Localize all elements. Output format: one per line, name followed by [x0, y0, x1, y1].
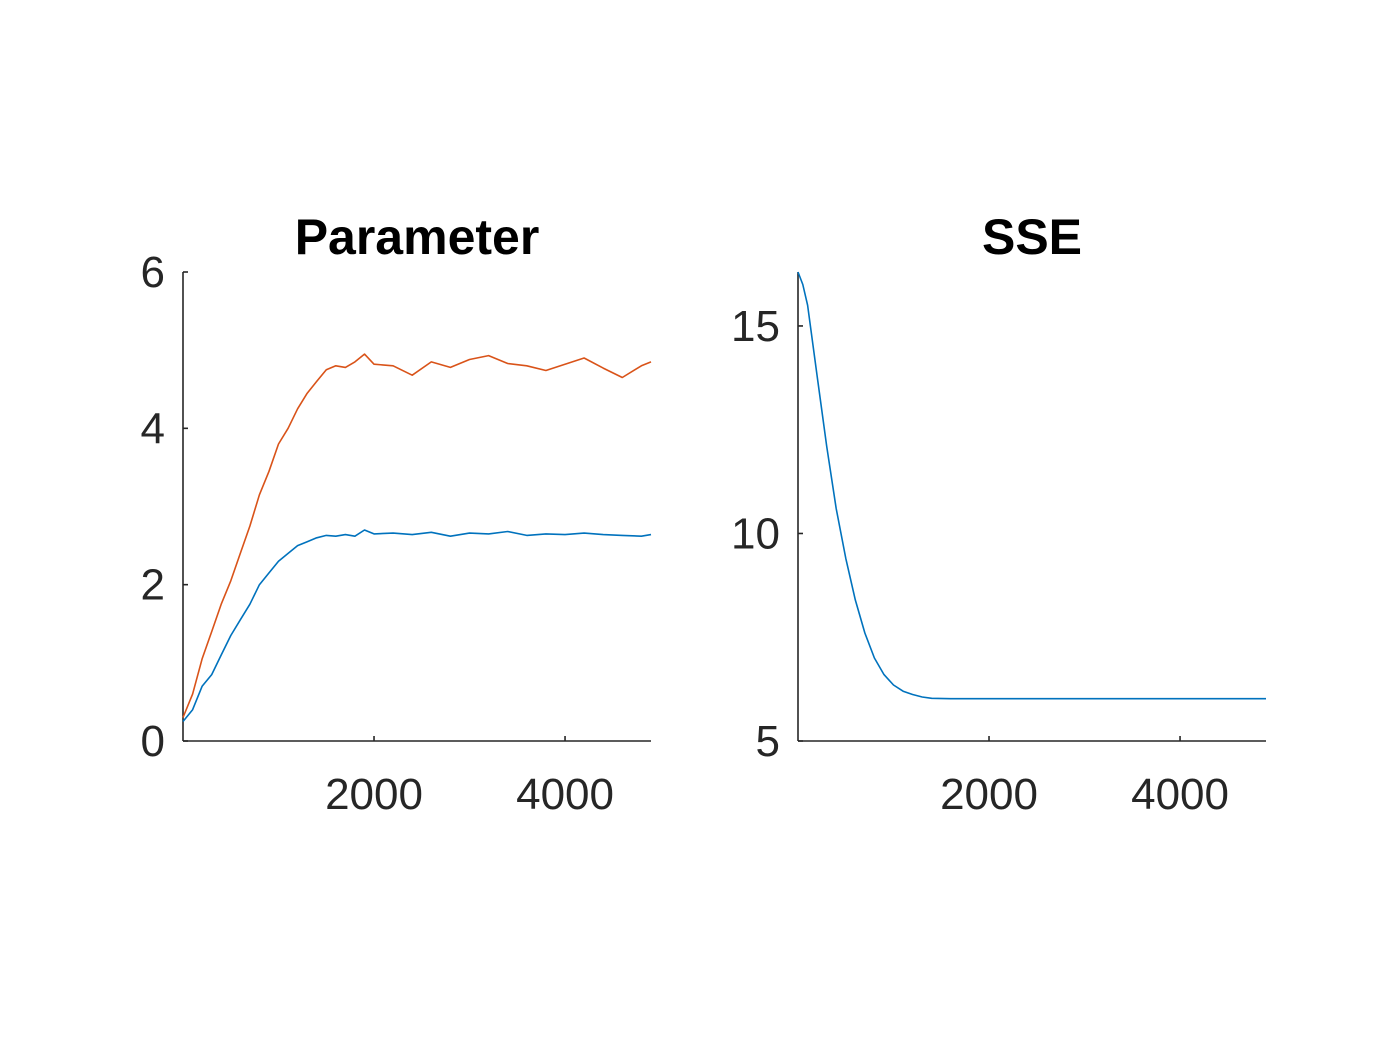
- y-tick-label: 2: [141, 561, 165, 610]
- y-tick-label: 4: [141, 404, 165, 453]
- x-tick-label: 2000: [940, 770, 1038, 819]
- chart-title: SSE: [982, 209, 1082, 265]
- y-tick-label: 5: [756, 717, 780, 766]
- x-tick-label: 4000: [516, 770, 614, 819]
- y-tick-label: 15: [731, 302, 780, 351]
- chart-title: Parameter: [295, 209, 540, 265]
- series-line-2: [182, 353, 652, 718]
- y-tick-label: 6: [141, 248, 165, 297]
- series-line-1: [797, 271, 1266, 700]
- sse-chart: SSE 5 10 15 2000 4000: [731, 209, 1266, 819]
- y-tick-label: 10: [731, 509, 780, 558]
- x-tick-label: 2000: [325, 770, 423, 819]
- series-line-1: [182, 529, 652, 723]
- x-tick-label: 4000: [1131, 770, 1229, 819]
- y-tick-label: 0: [141, 717, 165, 766]
- parameter-chart: Parameter 0 2 4 6 2000 4000: [141, 209, 652, 819]
